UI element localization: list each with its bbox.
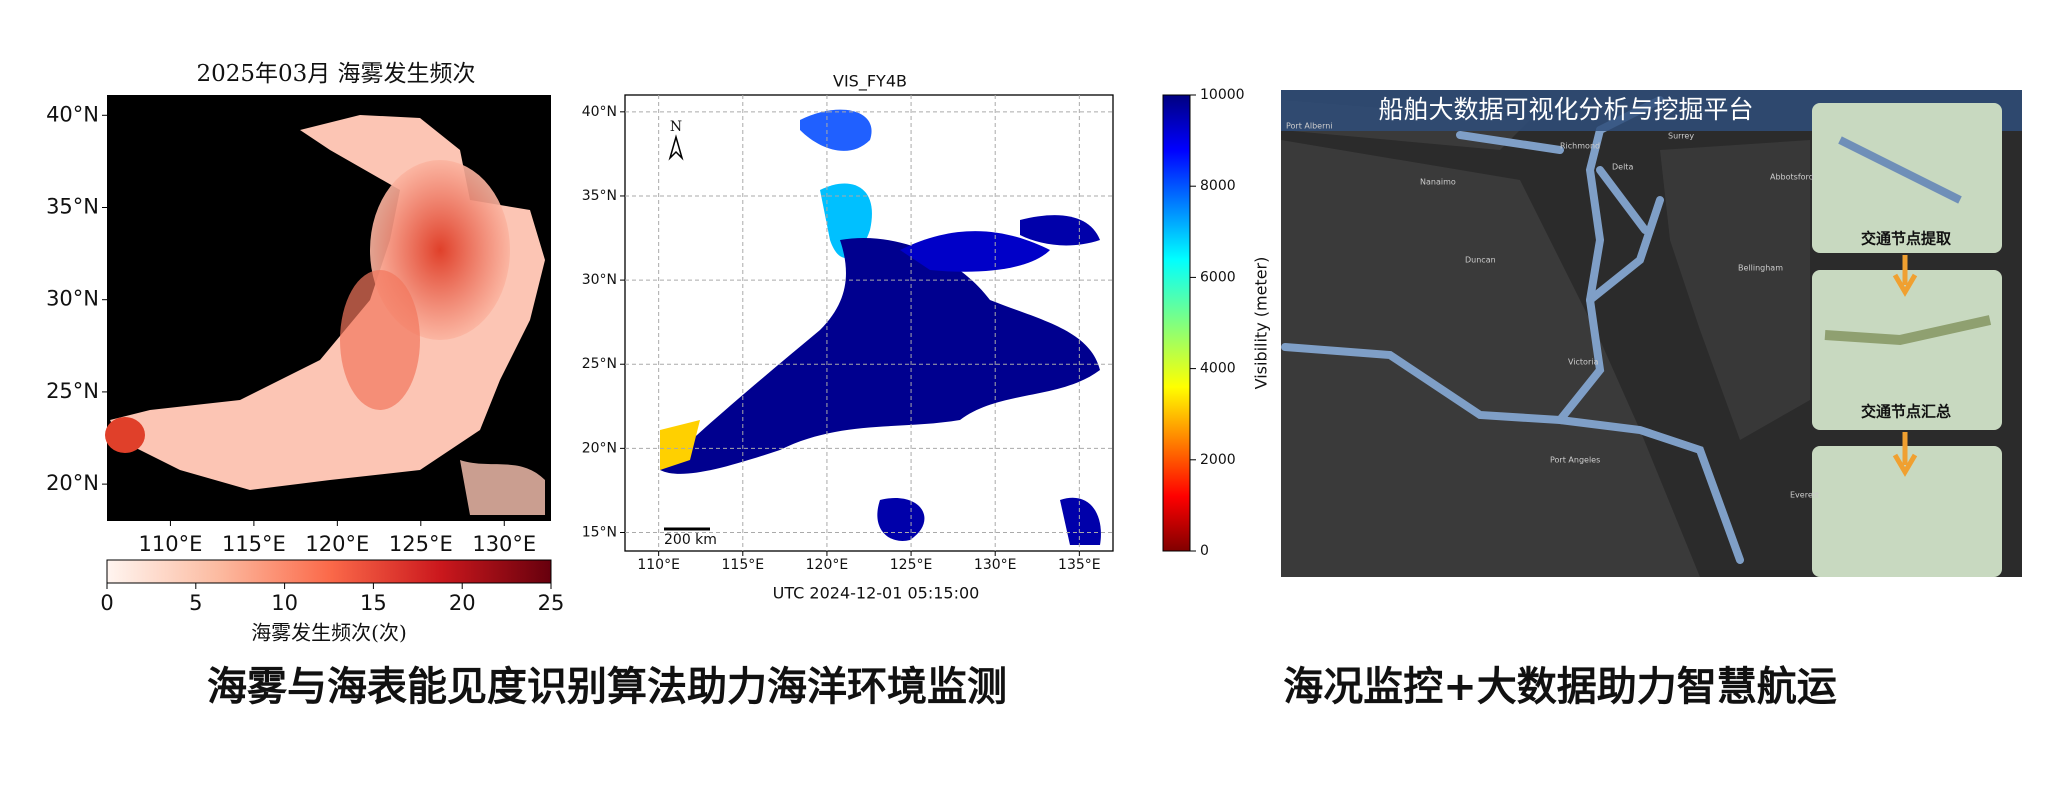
caption: 海况监控+大数据助力智慧航运 — [1283, 664, 1837, 710]
lat-label: 25°N — [46, 379, 99, 403]
place-labels: Port Alberni Nanaimo Richmond Surrey Delta Ab… — [1286, 122, 1819, 500]
place-label: Nanaimo — [1420, 178, 1456, 187]
lon-label: 135°E — [1058, 557, 1101, 573]
colorbar-tick: 2000 — [1200, 452, 1236, 468]
lon-label: 110°E — [138, 532, 202, 556]
place-label: Delta — [1612, 163, 1633, 172]
lon-label: 115°E — [222, 532, 286, 556]
lon-label: 115°E — [722, 557, 765, 573]
caption: 海雾与海表能见度识别算法助力海洋环境监测 — [207, 664, 1007, 710]
place-label: Richmond — [1560, 142, 1600, 151]
colorbar-tick: 20 — [449, 591, 476, 615]
colorbar-tick: 10000 — [1200, 87, 1245, 103]
lon-label: 125°E — [389, 532, 453, 556]
map-title: VIS_FY4B — [833, 72, 907, 92]
lon-label: 130°E — [974, 557, 1017, 573]
platform-header: 船舶大数据可视化分析与挖掘平台 — [1378, 95, 1753, 124]
colorbar-tick: 15 — [360, 591, 387, 615]
north-arrow — [668, 134, 684, 161]
colorbar-tick: 4000 — [1200, 361, 1236, 377]
colorbar-label: 海雾发生频次(次) — [251, 621, 407, 645]
colorbar-tick: 8000 — [1200, 178, 1236, 194]
colorbar-tick: 10 — [271, 591, 298, 615]
lat-label: 25°N — [582, 356, 617, 372]
timestamp: UTC 2024-12-01 05:15:00 — [773, 584, 980, 603]
map-title: 2025年03月 海雾发生频次 — [196, 61, 475, 87]
north-label: N — [670, 119, 682, 135]
scale-label: 200 km — [664, 532, 717, 548]
lat-label: 30°N — [582, 272, 617, 288]
colorbar-tick: 25 — [538, 591, 565, 615]
visibility-map — [625, 95, 1113, 551]
colorbar — [1162, 94, 1191, 552]
map-frame — [624, 94, 1114, 552]
colorbar-tick: 6000 — [1200, 269, 1236, 285]
step-label: 交通节点提取 — [1861, 230, 1952, 248]
lon-label: 125°E — [890, 557, 933, 573]
lon-label: 130°E — [472, 532, 536, 556]
colorbar-tick: 5 — [189, 591, 202, 615]
place-label: Port Angeles — [1550, 456, 1600, 465]
lon-label: 120°E — [806, 557, 849, 573]
lat-label: 20°N — [46, 471, 99, 495]
shipping-screenshot — [1281, 90, 2022, 577]
place-label: Port Alberni — [1286, 122, 1333, 131]
lat-label: 35°N — [46, 194, 99, 218]
lat-label: 35°N — [582, 188, 617, 204]
colorbar-label: Visibility (meter) — [1252, 257, 1271, 390]
lat-label: 15°N — [582, 524, 617, 540]
lon-label: 110°E — [637, 557, 680, 573]
colorbar-tick: 0 — [100, 591, 113, 615]
place-label: Victoria — [1568, 358, 1598, 367]
place-label: Duncan — [1465, 256, 1496, 265]
lat-label: 40°N — [582, 104, 617, 120]
lon-label: 120°E — [305, 532, 369, 556]
place-label: Everett — [1790, 491, 1819, 500]
colorbar-tick: 0 — [1200, 543, 1209, 559]
colorbar — [106, 559, 552, 584]
place-label: Surrey — [1668, 132, 1694, 141]
lat-label: 30°N — [46, 287, 99, 311]
fog-map — [105, 95, 551, 521]
place-label: Bellingham — [1738, 264, 1783, 273]
step-label: 交通节点汇总 — [1861, 403, 1951, 421]
lat-label: 40°N — [46, 102, 99, 126]
lat-label: 20°N — [582, 440, 617, 456]
place-label: Abbotsford — [1770, 173, 1814, 182]
